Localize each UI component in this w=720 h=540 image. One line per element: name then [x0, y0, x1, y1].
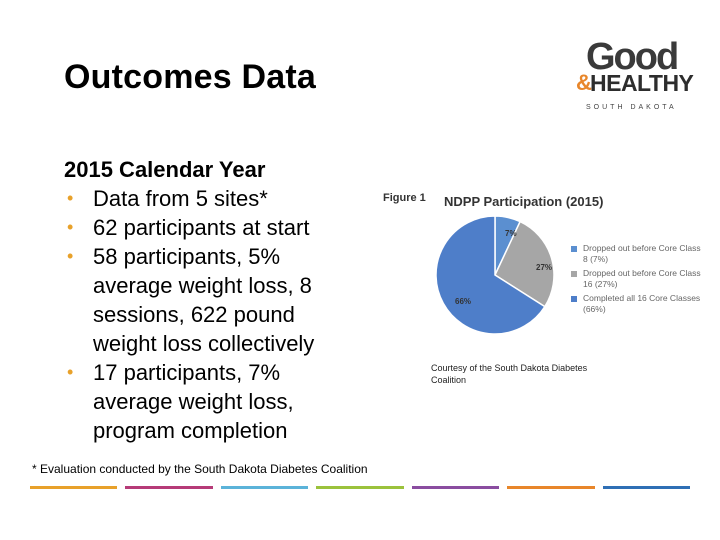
stripe-segment	[411, 486, 500, 489]
footnote: * Evaluation conducted by the South Dako…	[32, 462, 368, 476]
legend-label: Completed all 16 Core Classes (66%)	[583, 293, 701, 314]
bullet-dot-icon: •	[67, 362, 74, 382]
stripe-segment	[602, 486, 690, 489]
legend-item: Dropped out before Core Class 8 (7%)	[571, 243, 703, 265]
legend-item: Completed all 16 Core Classes (66%)	[571, 293, 703, 315]
bullet-item: • 62 participants at start	[64, 213, 354, 242]
bullet-list: • Data from 5 sites* • 62 participants at …	[64, 184, 354, 445]
pie-chart: 7% 27% 66%	[435, 215, 555, 335]
logo-south-dakota-text: SOUTH DAKOTA	[586, 104, 677, 111]
slide-title: Outcomes Data	[64, 58, 317, 96]
bullet-text: 58 participants, 5% average weight loss,…	[93, 244, 315, 356]
stripe-segment	[507, 486, 595, 489]
legend-label: Dropped out before Core Class 16 (27%)	[583, 268, 701, 289]
figure-label: Figure 1	[383, 192, 426, 204]
legend-swatch	[571, 296, 577, 302]
bullet-dot-icon: •	[67, 217, 74, 237]
pie-slice	[494, 220, 555, 308]
pie-data-label: 27%	[536, 263, 552, 272]
pie-slice	[435, 215, 546, 335]
legend-swatch	[571, 271, 577, 277]
bullet-dot-icon: •	[67, 246, 74, 266]
courtesy-caption: Courtesy of the South Dakota Diabetes Co…	[431, 363, 588, 385]
logo-healthy-text: HEALTHY	[590, 70, 694, 96]
logo-ampersand: &	[576, 70, 592, 95]
good-and-healthy-logo: Good & HEALTHY SOUTH DAKOTA	[572, 36, 694, 116]
legend-swatch	[571, 246, 577, 252]
bullet-item: • Data from 5 sites*	[64, 184, 354, 213]
bullet-dot-icon: •	[67, 188, 74, 208]
stripe-segment	[220, 486, 309, 489]
bullet-text: 62 participants at start	[93, 215, 310, 240]
stripe-segment	[316, 486, 404, 489]
chart-title: NDPP Participation (2015)	[444, 194, 604, 209]
bullet-item: • 17 participants, 7% average weight loss…	[64, 358, 354, 445]
color-stripe-divider	[28, 486, 696, 489]
bullet-item: • 58 participants, 5% average weight loss…	[64, 242, 354, 358]
stripe-segment	[30, 486, 118, 489]
section-heading: 2015 Calendar Year	[64, 157, 266, 182]
pie-data-label: 7%	[505, 229, 517, 238]
legend-item: Dropped out before Core Class 16 (27%)	[571, 268, 703, 290]
chart-legend: Dropped out before Core Class 8 (7%) Dro…	[571, 243, 703, 318]
legend-label: Dropped out before Core Class 8 (7%)	[583, 243, 701, 264]
stripe-segment	[125, 486, 213, 489]
logo-good-text: Good	[586, 36, 679, 78]
bullet-text: 17 participants, 7% average weight loss,…	[93, 360, 294, 443]
pie-data-label: 66%	[455, 297, 471, 306]
bullet-text: Data from 5 sites*	[93, 186, 268, 211]
